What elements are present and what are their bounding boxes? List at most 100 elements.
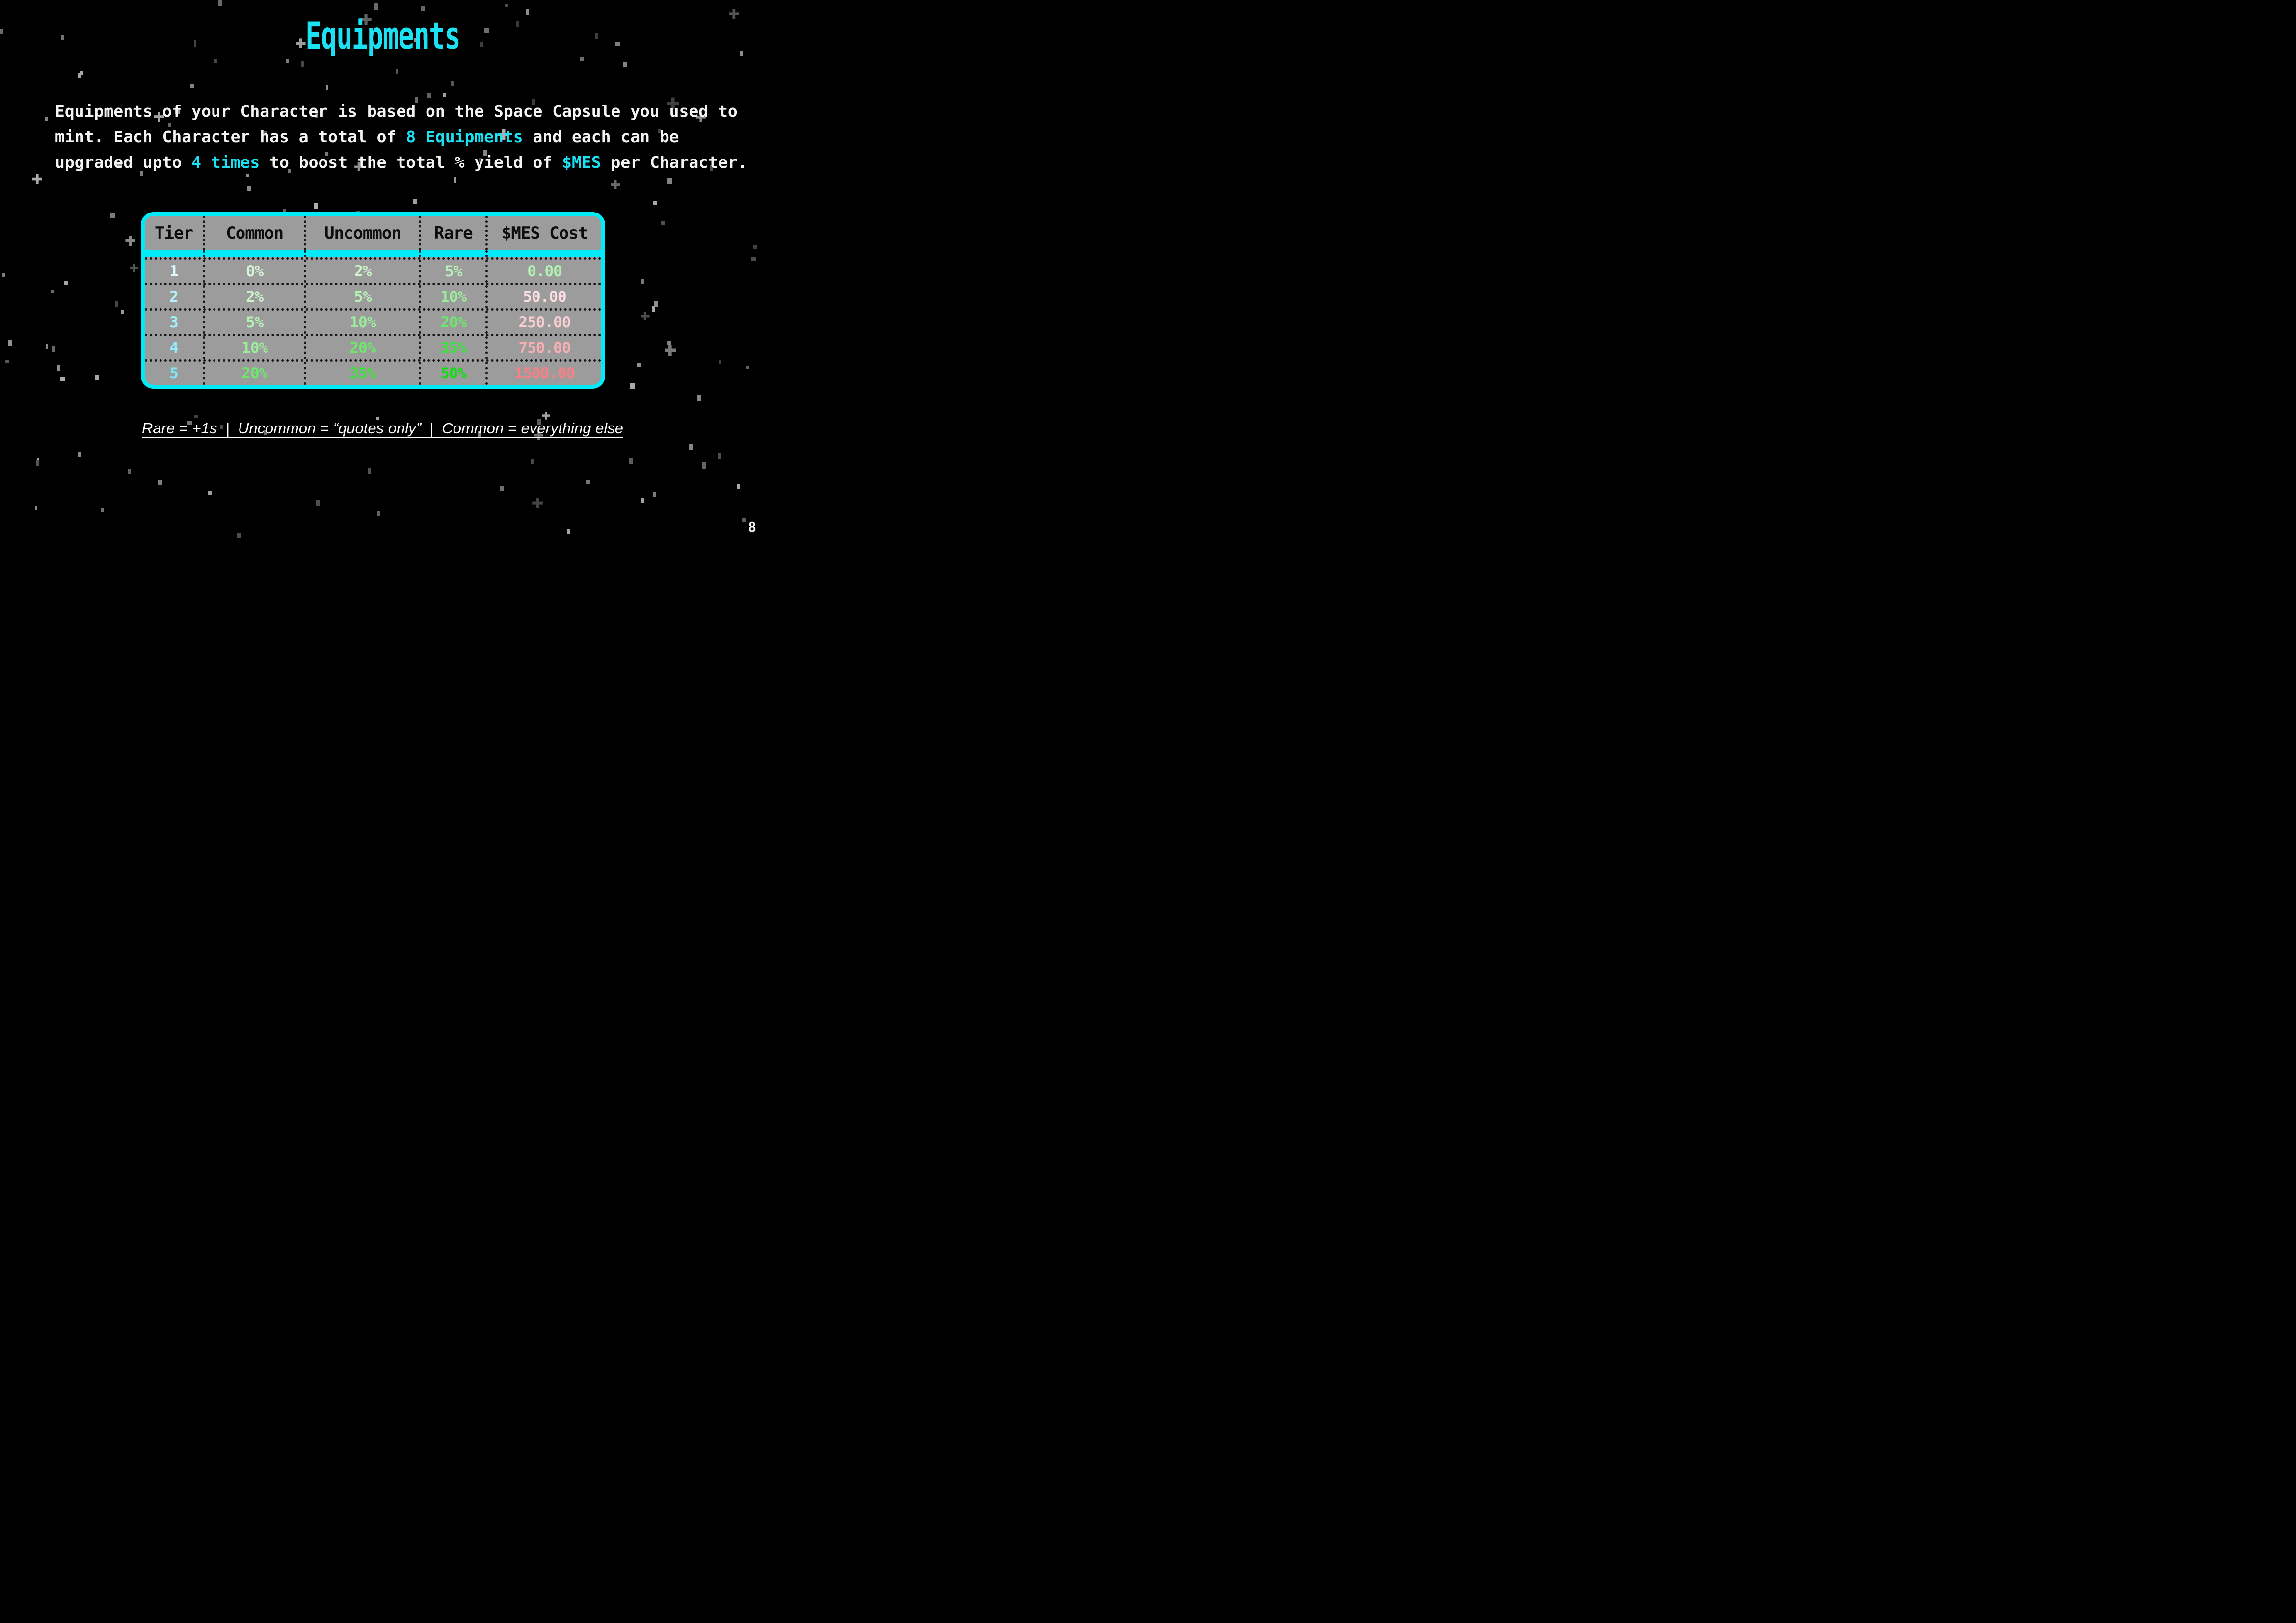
star — [35, 505, 38, 510]
cell-rare: 20% — [419, 311, 485, 334]
cell-rare: 10% — [419, 285, 485, 308]
intro-segment: upgraded upto — [55, 153, 192, 172]
cell-common: 0% — [202, 260, 304, 283]
star — [51, 289, 54, 293]
star — [641, 498, 644, 503]
star — [140, 171, 144, 176]
star — [615, 42, 620, 46]
cell-cost: 1500.00 — [485, 362, 601, 385]
header-cell-rare: Rare — [419, 216, 485, 250]
slide-content: Equipments Equipments of your Character … — [0, 0, 765, 541]
page-number: 8 — [748, 519, 756, 535]
star — [194, 415, 198, 419]
cell-cost: 750.00 — [485, 336, 601, 359]
star — [120, 310, 124, 315]
star — [220, 425, 223, 429]
star — [288, 169, 291, 173]
cell-tier: 3 — [169, 313, 179, 331]
star — [114, 300, 118, 307]
cell-tier: 5 — [169, 364, 179, 382]
star — [484, 28, 489, 33]
cell-common: 5% — [202, 311, 304, 334]
star — [652, 305, 655, 312]
star — [586, 479, 591, 484]
star — [264, 430, 267, 435]
star — [213, 59, 217, 63]
star — [60, 377, 65, 381]
star — [375, 417, 379, 421]
cell-uncommon: 2% — [304, 260, 419, 283]
star — [532, 99, 535, 105]
cell-rare: 35% — [419, 336, 485, 359]
star — [117, 163, 122, 167]
star — [595, 33, 598, 39]
star — [101, 508, 104, 512]
star — [396, 69, 399, 74]
intro-segment: Equipments of your Character is based on… — [55, 102, 738, 121]
star — [374, 3, 378, 10]
star — [718, 360, 722, 364]
star — [567, 529, 570, 534]
star — [641, 279, 644, 284]
star — [478, 431, 482, 438]
star — [753, 245, 757, 249]
star — [746, 366, 749, 370]
cell-uncommon: 35% — [304, 362, 419, 385]
star — [194, 40, 197, 47]
star — [427, 92, 431, 99]
header-cell-tier: Tier — [155, 223, 193, 243]
star — [5, 359, 9, 364]
star — [315, 112, 319, 118]
cell-uncommon: 5% — [304, 285, 419, 308]
star — [526, 9, 530, 15]
equipment-tier-table: Tier Common Uncommon Rare $MES Cost 1 0%… — [141, 212, 605, 389]
table-row-tier-4: 4 10% 20% 35% 750.00 — [145, 334, 601, 359]
star — [208, 491, 212, 495]
cell-rare: 5% — [419, 260, 485, 283]
cell-cost: 250.00 — [485, 311, 601, 334]
star — [421, 5, 426, 11]
star — [667, 178, 672, 184]
star — [689, 444, 693, 450]
star — [376, 511, 381, 516]
star — [661, 221, 666, 225]
cell-common: 10% — [202, 336, 304, 359]
star — [742, 517, 746, 522]
star — [57, 365, 60, 371]
star — [236, 532, 241, 538]
star — [187, 421, 192, 425]
star — [218, 0, 222, 6]
cell-tier: 1 — [169, 262, 179, 280]
star — [190, 83, 194, 89]
star — [314, 203, 318, 209]
star — [751, 257, 756, 261]
star — [245, 173, 249, 178]
star — [629, 457, 633, 464]
star — [158, 480, 162, 485]
star — [283, 209, 286, 214]
star — [64, 281, 69, 285]
header-divider-band — [145, 250, 601, 257]
star — [413, 199, 417, 204]
star — [654, 301, 658, 307]
intro-accent-times: 4 times — [191, 153, 260, 172]
intro-paragraph: Equipments of your Character is based on… — [55, 99, 767, 175]
star — [480, 41, 483, 47]
star — [702, 462, 706, 469]
header-cell-mes-cost: $MES Cost — [485, 216, 601, 250]
star — [739, 51, 743, 56]
intro-segment: to boost the total % yield of — [260, 153, 562, 172]
star — [653, 200, 658, 205]
star — [167, 123, 171, 128]
intro-accent-mes: $MES — [562, 153, 601, 172]
table-header-row: Tier Common Uncommon Rare $MES Cost — [145, 216, 601, 250]
cell-common: 2% — [202, 285, 304, 308]
page-title: Equipments — [305, 14, 460, 57]
star — [483, 149, 487, 156]
star-field — [0, 0, 765, 541]
star — [667, 341, 671, 345]
star — [128, 469, 131, 475]
star — [414, 38, 419, 42]
star — [325, 84, 329, 91]
star — [516, 21, 520, 27]
